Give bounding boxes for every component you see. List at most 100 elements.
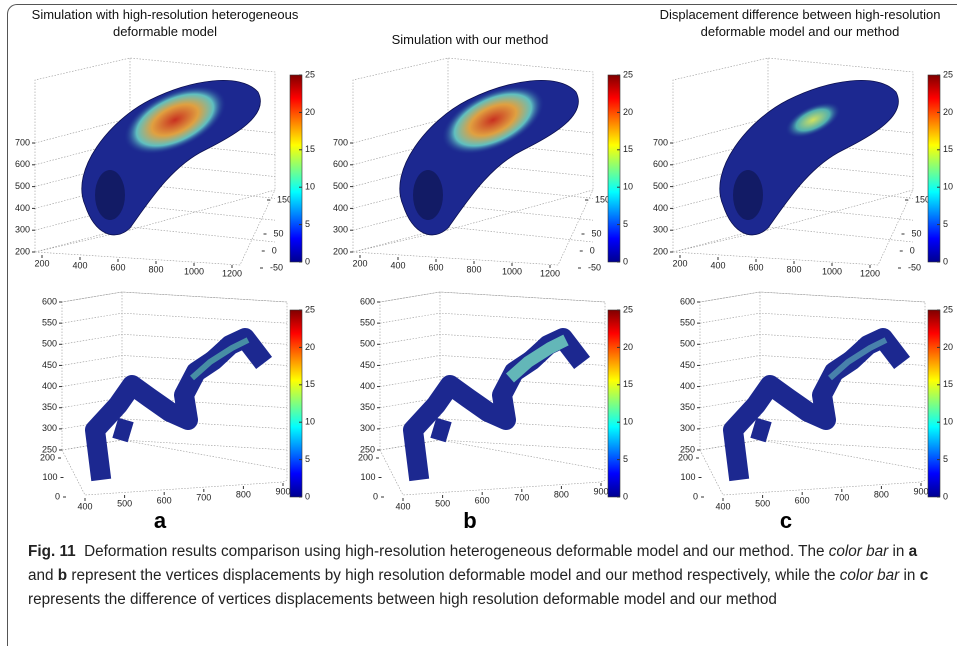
grid-line: [699, 376, 926, 387]
y-tick-label: 200: [678, 452, 693, 462]
colorbar-tick-label: 15: [305, 379, 315, 389]
y-tick-label: 150: [277, 194, 292, 204]
z-tick-label: 700: [15, 137, 30, 147]
x-tick-label: 900: [913, 486, 928, 496]
caption-part: in: [899, 567, 920, 584]
colorbar: [289, 74, 303, 263]
z-tick-label: 300: [42, 423, 57, 433]
y-tick-label: 150: [915, 194, 930, 204]
x-tick-label: 400: [395, 501, 410, 511]
colorbar: [927, 74, 941, 263]
colorbar-tick-label: 15: [623, 379, 633, 389]
grid-line: [699, 312, 926, 324]
colorbar-tick-label: 0: [305, 256, 310, 266]
z-tick-label: 400: [680, 381, 695, 391]
mesh-spot: [733, 170, 763, 220]
z-tick-label: 300: [15, 225, 30, 235]
caption: Fig. 11 Deformation results comparison u…: [28, 540, 938, 612]
colorbar: [927, 309, 941, 498]
z-tick-label: 300: [360, 423, 375, 433]
y-tick-label: 150: [595, 194, 610, 204]
colorbar-tick-label: 15: [305, 144, 315, 154]
grid-line: [672, 226, 914, 253]
z-tick-label: 600: [15, 159, 30, 169]
grid-line: [352, 226, 594, 253]
y-tick-label: 0: [373, 491, 378, 501]
z-tick-label: 550: [360, 318, 375, 328]
colorbar-tick-label: 25: [943, 69, 953, 79]
colorbar: [607, 74, 621, 263]
z-tick-label: 350: [680, 402, 695, 412]
z-tick-label: 250: [360, 444, 375, 454]
x-tick-label: 500: [435, 498, 450, 508]
grid-line: [379, 376, 606, 387]
caption-label: Fig. 11: [28, 543, 76, 560]
x-tick-label: 1200: [222, 268, 242, 278]
grid-line: [379, 312, 606, 324]
x-tick-label: 600: [795, 495, 810, 505]
x-tick-label: 1200: [540, 268, 560, 278]
panel-title: Displacement difference between high-res…: [659, 7, 941, 39]
x-tick-label: 600: [110, 262, 125, 272]
y-tick-label: 0: [590, 245, 595, 255]
grid-line: [61, 355, 288, 366]
x-tick-label: 1000: [502, 266, 522, 276]
x-tick-label: 900: [275, 486, 290, 496]
z-tick-label: 350: [360, 402, 375, 412]
colorbar-tick-label: 5: [943, 219, 948, 229]
y-tick-label: 100: [42, 472, 57, 482]
displacement-region: [123, 85, 227, 155]
colorbar-tick-label: 15: [623, 144, 633, 154]
colorbar-tick-label: 20: [943, 107, 953, 117]
box-edge: [34, 189, 276, 266]
x-tick-label: 700: [196, 492, 211, 502]
colorbar-tick-label: 5: [623, 219, 628, 229]
y-tick-label: 200: [40, 452, 55, 462]
grid-line: [34, 183, 276, 209]
box-edge: [379, 291, 606, 480]
z-tick-label: 350: [42, 402, 57, 412]
box-edge: [699, 291, 926, 480]
grid-line: [379, 355, 606, 366]
caption-part: in: [888, 543, 909, 560]
grid-line: [61, 291, 288, 303]
caption-part: color bar: [839, 567, 900, 584]
x-tick-label: 200: [34, 258, 49, 268]
panel-letter: a: [153, 508, 167, 533]
y-tick-label: 50: [592, 228, 602, 238]
colorbar-tick-label: 15: [943, 144, 953, 154]
box-edge: [439, 292, 606, 471]
z-tick-label: 250: [680, 444, 695, 454]
x-tick-label: 600: [157, 495, 172, 505]
box-edge: [699, 449, 926, 496]
z-tick-label: 450: [680, 360, 695, 370]
x-tick-label: 800: [554, 489, 569, 499]
x-tick-label: 400: [77, 501, 92, 511]
caption-part: a: [908, 543, 918, 560]
colorbar-tick-label: 10: [623, 417, 633, 427]
x-tick-label: 800: [236, 489, 251, 499]
z-tick-label: 500: [333, 181, 348, 191]
z-tick-label: 500: [360, 339, 375, 349]
z-tick-label: 400: [15, 203, 30, 213]
grid-line: [672, 183, 914, 209]
box-edge: [759, 292, 926, 471]
grid-line: [672, 161, 914, 187]
x-tick-label: 800: [874, 489, 889, 499]
y-tick-label: -50: [588, 262, 601, 272]
mesh-spot: [95, 170, 125, 220]
x-tick-label: 500: [117, 498, 132, 508]
z-tick-label: 700: [333, 137, 348, 147]
z-tick-label: 600: [42, 296, 57, 306]
z-tick-label: 300: [680, 423, 695, 433]
z-tick-label: 300: [333, 225, 348, 235]
colorbar-tick-label: 0: [623, 256, 628, 266]
z-tick-label: 250: [42, 444, 57, 454]
displacement-region: [828, 337, 888, 381]
x-tick-label: 1200: [860, 268, 880, 278]
grid-line: [352, 161, 594, 187]
x-tick-label: 200: [352, 258, 367, 268]
z-tick-label: 400: [360, 381, 375, 391]
displacement-region: [441, 85, 545, 155]
